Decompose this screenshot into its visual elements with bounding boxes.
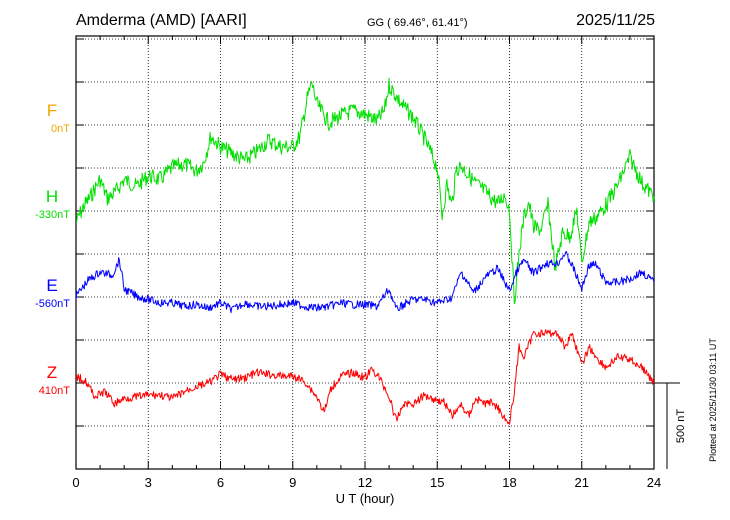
x-tick-label: 12	[358, 475, 372, 490]
scale-bar: 500 nT	[654, 382, 687, 469]
x-tick-label: 0	[72, 475, 79, 490]
x-tick-label: 3	[145, 475, 152, 490]
x-tick-label: 21	[575, 475, 589, 490]
x-tick-label: 9	[289, 475, 296, 490]
component-offset-F: 0nT	[51, 123, 70, 135]
component-offset-H: -330nT	[35, 209, 70, 221]
component-offset-Z: 410nT	[39, 385, 70, 397]
series-line-H	[75, 77, 655, 305]
series-line-Z	[75, 329, 655, 425]
date-label: 2025/11/25	[576, 12, 655, 29]
series-line-E	[75, 250, 655, 314]
grid	[76, 36, 654, 469]
component-letter-H: H	[46, 187, 58, 206]
x-tick-label: 24	[647, 475, 661, 490]
x-tick-label: 6	[217, 475, 224, 490]
scale-bar-label: 500 nT	[675, 409, 687, 444]
component-letter-F: F	[47, 101, 57, 120]
station-title: Amderma (AMD) [AARI]	[76, 12, 247, 29]
component-offset-E: -560nT	[35, 298, 70, 310]
x-tick-labels: 0 3 6 9 12 15 18 21 24	[72, 475, 661, 490]
coordinates-label: GG ( 69.46°, 61.41°)	[367, 17, 468, 29]
x-axis-label: U T (hour)	[336, 491, 395, 506]
component-letter-E: E	[46, 276, 57, 295]
x-tick-label: 18	[502, 475, 516, 490]
component-labels: F 0nT H -330nT E -560nT Z 410nT	[35, 101, 70, 397]
component-letter-Z: Z	[47, 363, 57, 382]
x-tick-label: 15	[430, 475, 444, 490]
series-group	[75, 77, 655, 425]
plotted-at-label: Plotted at 2025/11/30 03:11 UT	[708, 338, 718, 462]
